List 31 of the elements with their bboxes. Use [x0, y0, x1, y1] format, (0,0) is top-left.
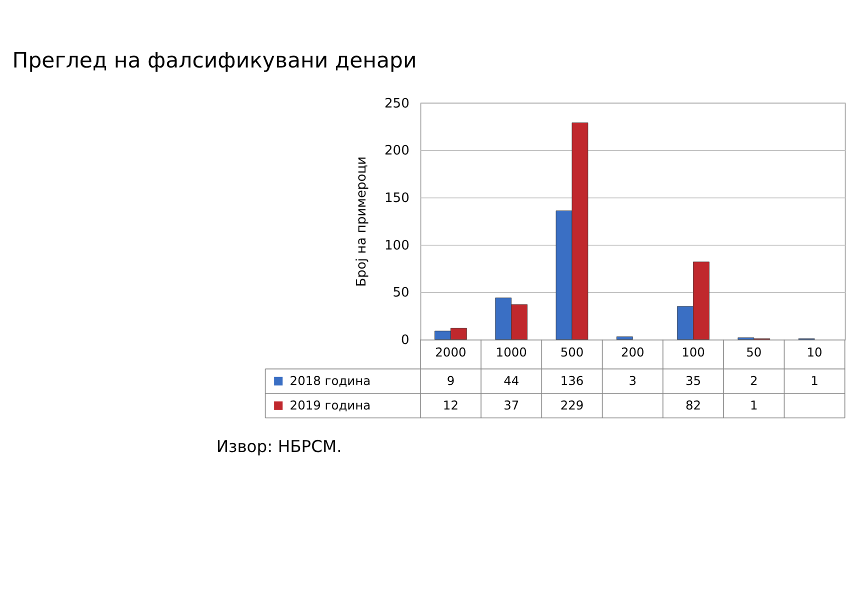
text: Преглед на фалсификувани денари — [12, 48, 417, 74]
data-label: 1 — [810, 374, 818, 388]
y-tick-label: 150 — [384, 190, 410, 206]
data-label: 3 — [628, 374, 637, 388]
y-tick-label: 100 — [384, 238, 410, 254]
x-tick-label: 500 — [560, 345, 584, 360]
data-label: 37 — [504, 398, 520, 413]
data-label: 229 — [560, 398, 584, 413]
y-tick-label: 50 — [392, 286, 410, 301]
legend-label: 2019 година — [290, 398, 371, 413]
x-tick-label: 100 — [682, 345, 705, 360]
x-tick-label: 50 — [746, 345, 762, 360]
x-tick-label: 1000 — [496, 345, 527, 360]
y-tick-label: 250 — [384, 96, 410, 112]
bar — [616, 336, 633, 340]
x-tick-label: 2000 — [435, 345, 466, 360]
legend-label: 2018 година — [290, 374, 371, 388]
y-axis-title: Број на примероци — [354, 156, 370, 287]
data-label: 9 — [446, 374, 455, 388]
x-tick-label: 200 — [620, 345, 644, 360]
data-label: 136 — [560, 374, 584, 388]
data-label: 82 — [685, 398, 702, 413]
data-label: 44 — [504, 374, 520, 388]
data-label: 12 — [442, 398, 458, 413]
data-label: 35 — [685, 374, 702, 388]
text: Извор: НБРСМ. — [216, 437, 342, 456]
data-label: 2 — [750, 374, 758, 388]
y-tick-label: 0 — [401, 333, 410, 348]
data-label: 1 — [750, 398, 758, 413]
x-tick-label: 10 — [806, 345, 822, 360]
y-tick-label: 200 — [384, 144, 410, 159]
